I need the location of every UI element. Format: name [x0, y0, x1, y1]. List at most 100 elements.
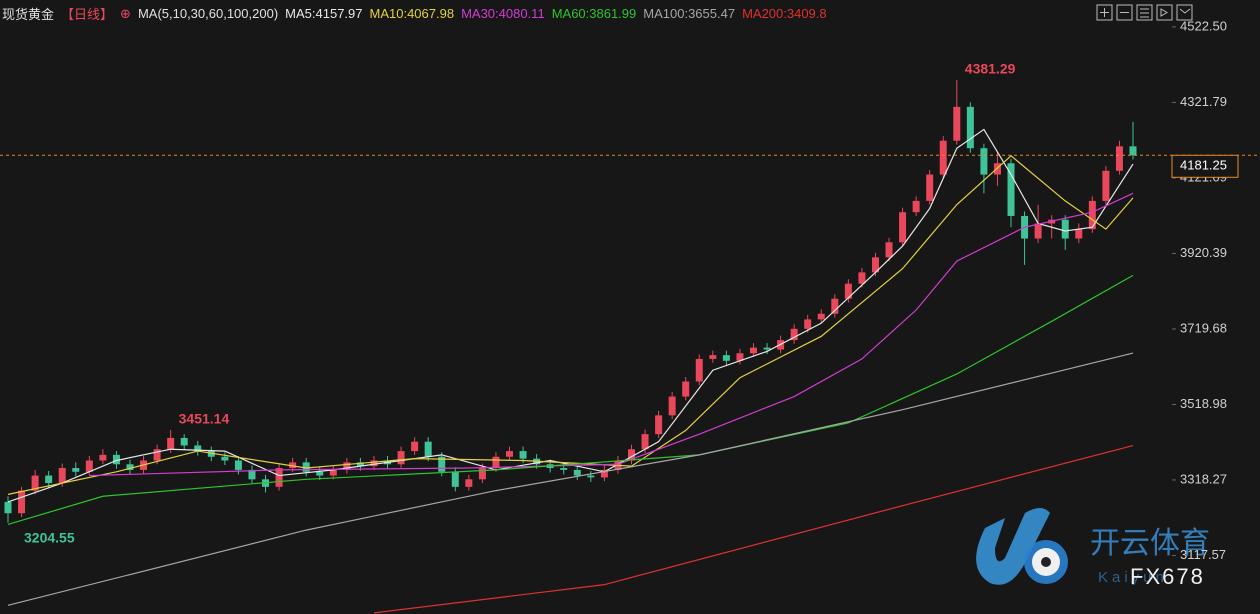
- candle-body: [302, 462, 310, 472]
- candle-body: [506, 451, 514, 457]
- candle-body: [58, 468, 66, 484]
- candle-body: [329, 469, 337, 476]
- candle-body: [749, 347, 757, 354]
- candle-body: [424, 441, 432, 457]
- last-price-box: [1171, 154, 1239, 178]
- toolbar: [1096, 4, 1193, 21]
- candle-body: [885, 242, 893, 258]
- candle-body: [316, 471, 324, 476]
- ma-line: [7, 154, 1134, 495]
- y-tick-label: 4522.50: [1180, 18, 1227, 33]
- instrument-title: 现货黄金: [2, 7, 55, 22]
- candle-body: [709, 355, 717, 359]
- extreme-label: 3204.55: [24, 529, 75, 545]
- candles: [4, 80, 1137, 523]
- indicator[interactable]: MA(5,10,30,60,100,200): [137, 6, 279, 21]
- candle-body: [438, 456, 446, 472]
- legend-entry: MA30:4080.11: [461, 6, 545, 21]
- candle-body: [4, 501, 12, 514]
- candle-body: [221, 456, 229, 461]
- candle-body: [573, 469, 581, 476]
- candle-body: [655, 415, 663, 435]
- candle-body: [722, 355, 730, 361]
- candle-body: [343, 462, 351, 470]
- ma-line: [89, 192, 1134, 477]
- candle-body: [126, 464, 134, 470]
- candle-body: [275, 468, 283, 487]
- candle-body: [180, 437, 188, 446]
- candle-body: [356, 462, 364, 467]
- candle-body: [45, 475, 53, 484]
- candle-body: [871, 257, 879, 273]
- candle-body: [289, 462, 297, 469]
- y-tick-label: 3920.39: [1180, 245, 1227, 260]
- candle-body: [465, 479, 473, 487]
- period[interactable]: 【日线】: [61, 7, 114, 22]
- legend-entry: MA10:4067.98: [369, 6, 455, 21]
- last-price-label: 4181.25: [1180, 158, 1227, 173]
- ma-line: [7, 274, 1134, 526]
- candle-body: [1115, 146, 1123, 171]
- candle-body: [831, 298, 839, 314]
- add-icon[interactable]: ⊕: [120, 5, 131, 21]
- candle-body: [153, 449, 161, 461]
- y-tick-label: 3117.57: [1180, 547, 1226, 562]
- y-tick-label: 3518.98: [1180, 396, 1227, 411]
- candle-body: [627, 449, 635, 461]
- extreme-label: 4381.29: [965, 61, 1016, 77]
- candle-body: [397, 451, 405, 465]
- tool-button[interactable]: [1156, 4, 1173, 21]
- tool-button[interactable]: [1096, 4, 1113, 21]
- watermark-brand: 开云体育: [1090, 527, 1210, 560]
- header: 现货黄金 【日线】 ⊕ MA(5,10,30,60,100,200) MA5:4…: [2, 4, 827, 23]
- candle-body: [763, 347, 771, 350]
- tool-button[interactable]: [1136, 4, 1153, 21]
- candle-body: [980, 148, 988, 175]
- extreme-label: 3451.14: [179, 411, 230, 427]
- candle-body: [993, 163, 1001, 175]
- candle-body: [411, 441, 419, 452]
- candle-body: [560, 468, 568, 470]
- candle-body: [966, 106, 974, 149]
- y-tick-label: 3318.27: [1180, 471, 1227, 486]
- candle-body: [85, 460, 93, 472]
- watermark-latin: Kaiyun: [1098, 569, 1168, 586]
- candle-body: [1034, 223, 1042, 239]
- legend-entry: MA200:3409.8: [742, 6, 827, 21]
- candle-body: [939, 140, 947, 175]
- legend-entry: MA5:4157.97: [285, 6, 363, 21]
- candle-body: [682, 381, 690, 397]
- watermark-logo: [976, 508, 1068, 585]
- candle-body: [451, 471, 459, 487]
- candle-body: [695, 358, 703, 382]
- candle-body: [234, 460, 242, 470]
- ma-line: [7, 128, 1134, 503]
- candle-body: [207, 451, 215, 457]
- candle-body: [31, 475, 39, 491]
- candle-body: [1007, 163, 1015, 216]
- candle-body: [817, 313, 825, 320]
- candle-body: [99, 454, 107, 461]
- candle-body: [804, 319, 812, 329]
- candle-body: [1129, 146, 1137, 156]
- candle-body: [519, 451, 527, 459]
- candle-body: [953, 106, 961, 141]
- legend-entry: MA60:3861.99: [551, 6, 637, 21]
- legend-entry: MA100:3655.47: [643, 6, 736, 21]
- tool-button[interactable]: [1176, 4, 1193, 21]
- candle-body: [736, 353, 744, 361]
- candle-body: [492, 456, 500, 469]
- candle-body: [844, 283, 852, 299]
- candle-body: [1075, 229, 1083, 239]
- candle-body: [478, 468, 486, 480]
- candle-body: [248, 469, 256, 480]
- candle-body: [1061, 219, 1069, 239]
- candle-body: [899, 212, 907, 243]
- candle-body: [790, 328, 798, 341]
- candle-body: [167, 437, 175, 450]
- watermark-site: FX678: [1130, 564, 1205, 589]
- tool-button[interactable]: [1116, 4, 1133, 21]
- candle-body: [72, 468, 80, 472]
- candle-body: [587, 475, 595, 478]
